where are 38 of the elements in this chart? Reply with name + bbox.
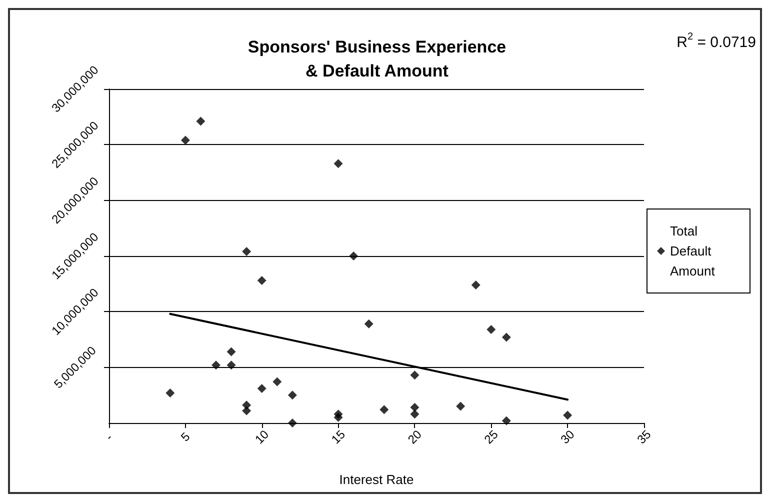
x-tick-label: 20 bbox=[405, 427, 425, 447]
point bbox=[226, 347, 236, 356]
chart-title: Sponsors' Business Experience & Default Amount bbox=[248, 38, 506, 80]
x-tick-label: 10 bbox=[252, 427, 272, 447]
x-tick-label: 35 bbox=[634, 427, 654, 447]
point bbox=[196, 116, 206, 126]
point bbox=[288, 390, 297, 400]
point bbox=[288, 418, 297, 428]
point bbox=[410, 410, 420, 419]
point bbox=[410, 402, 420, 412]
point bbox=[257, 384, 266, 393]
point bbox=[272, 377, 282, 386]
point bbox=[563, 410, 572, 420]
point bbox=[180, 136, 190, 145]
point bbox=[242, 406, 252, 416]
x-tick-label: 15 bbox=[328, 427, 348, 447]
point bbox=[349, 252, 358, 260]
point bbox=[380, 405, 389, 414]
point bbox=[212, 360, 220, 370]
point bbox=[242, 247, 252, 256]
point bbox=[486, 324, 496, 334]
x-tick-label: 5 bbox=[178, 429, 193, 444]
point bbox=[257, 276, 266, 285]
point bbox=[334, 159, 343, 168]
point bbox=[226, 360, 236, 370]
point bbox=[502, 332, 511, 342]
x-axis-title: Interest Rate bbox=[339, 472, 414, 487]
point bbox=[471, 280, 480, 290]
point bbox=[166, 388, 175, 398]
x-tick-label: - bbox=[102, 430, 116, 444]
x-tick-label: 30 bbox=[558, 427, 578, 447]
point bbox=[334, 412, 343, 422]
x-tick-label: 25 bbox=[481, 427, 502, 447]
point bbox=[410, 370, 420, 380]
point bbox=[502, 416, 511, 426]
legend-label: Total Default Amount bbox=[670, 224, 716, 278]
point bbox=[364, 319, 374, 328]
point bbox=[456, 402, 466, 411]
